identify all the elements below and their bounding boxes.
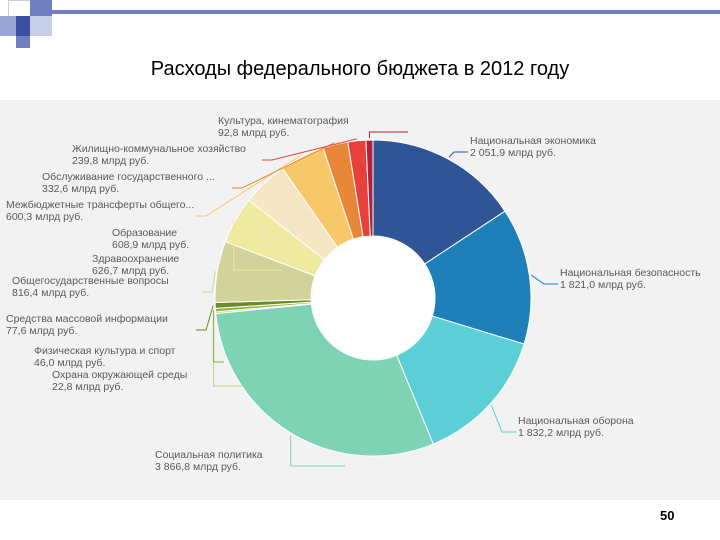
leader-line	[232, 142, 336, 189]
slice-label: Межбюджетные трансферты общего...	[6, 199, 194, 211]
slice-label: Образование	[112, 227, 177, 239]
slice-label: Культура, кинематография	[218, 115, 349, 127]
slice-value-label: 332,6 млрд руб.	[42, 183, 119, 195]
slice-label: Здравоохранение	[92, 253, 179, 265]
slice-value-label: 239,8 млрд руб.	[72, 155, 149, 167]
slice-value-label: 92,8 млрд руб.	[218, 127, 289, 139]
leader-line	[196, 154, 302, 217]
slice-label: Средства массовой информации	[6, 313, 168, 325]
leader-line	[290, 435, 345, 467]
slice-label: Общегосударственные вопросы	[12, 275, 169, 287]
slice-value-label: 600,3 млрд руб.	[6, 211, 83, 223]
leader-line	[212, 310, 224, 363]
pie-slice	[396, 315, 525, 445]
slice-value-label: 3 866,8 млрд руб.	[155, 461, 241, 473]
slice-value-label: 22,8 млрд руб.	[52, 381, 123, 393]
slice-value-label: 626,7 млрд руб.	[92, 265, 169, 277]
leader-line	[196, 305, 214, 331]
pie-slice	[424, 210, 532, 345]
slice-value-label: 816,4 млрд руб.	[12, 287, 89, 299]
pie-slice	[365, 139, 374, 237]
leader-line	[233, 219, 282, 271]
slice-label: Национальная оборона	[518, 415, 634, 427]
slice-value-label: 46,0 млрд руб.	[34, 357, 105, 369]
pie-slice	[372, 139, 506, 265]
slice-label: Обслуживание государственного ...	[42, 171, 215, 183]
leader-line	[448, 151, 468, 158]
slice-label: Национальная экономика	[470, 135, 596, 147]
leader-line	[262, 138, 357, 161]
slice-value-label: 1 832,2 млрд руб.	[518, 427, 604, 439]
slide-title: Расходы федерального бюджета в 2012 году	[150, 58, 570, 80]
slice-label: Национальная безопасность	[560, 267, 701, 279]
slice-value-label: 2 051,9 млрд руб.	[470, 147, 556, 159]
leader-line	[262, 181, 302, 245]
slice-label: Жилищно-коммунальное хозяйство	[72, 143, 246, 155]
page-number: 50	[660, 508, 675, 523]
slice-label: Охрана окружающей среды	[52, 369, 187, 381]
leader-line	[202, 271, 216, 293]
pie-slice	[215, 303, 434, 457]
slice-value-label: 1 821,0 млрд руб.	[560, 279, 646, 291]
leader-line	[368, 131, 408, 139]
slice-value-label: 608,9 млрд руб.	[112, 239, 189, 251]
slice-value-label: 77,6 млрд руб.	[6, 325, 77, 337]
slice-label: Физическая культура и спорт	[34, 345, 176, 357]
donut-hole	[312, 237, 434, 359]
chart-area: Национальная экономика 2 051,9 млрд руб. Н…	[0, 100, 720, 500]
leader-line	[490, 405, 516, 433]
slice-label: Социальная политика	[155, 449, 263, 461]
leader-line	[531, 274, 558, 285]
